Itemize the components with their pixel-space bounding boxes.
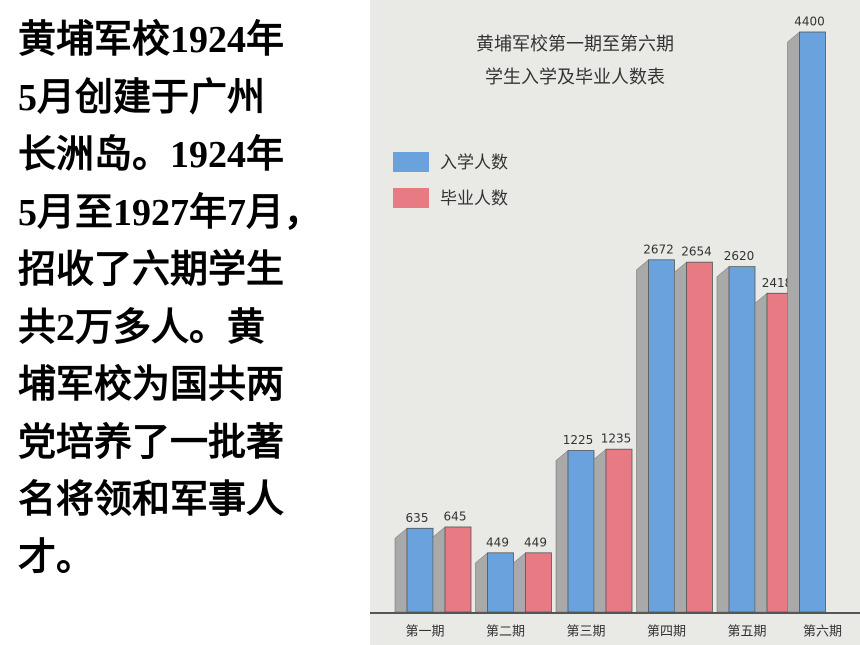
- data-label: 1235: [601, 432, 632, 446]
- bar: [648, 259, 675, 613]
- data-label: 2620: [724, 249, 755, 263]
- text-line: 5月至1927年7月，: [18, 191, 323, 234]
- bar: [406, 527, 434, 613]
- bar-side: [754, 292, 768, 613]
- text-line: 5月创建于广州: [18, 76, 266, 119]
- text-line: 才。: [18, 536, 95, 579]
- data-label: 4400: [794, 15, 825, 29]
- x-tick-label: 第五期: [727, 625, 766, 640]
- data-label: 2672: [643, 242, 674, 256]
- text-line: 埔军校为国共两: [18, 364, 285, 406]
- text-line: 长洲岛。1924年: [18, 134, 285, 176]
- bar: [525, 552, 552, 613]
- x-tick-label: 第一期: [405, 625, 444, 640]
- legend-label: 毕业人数: [440, 189, 508, 209]
- text-line: 共2万多人。黄: [18, 306, 266, 349]
- bar: [686, 261, 713, 613]
- bar: [487, 552, 514, 613]
- bar: [444, 526, 472, 613]
- legend-swatch: [393, 152, 429, 172]
- data-label: 2654: [681, 245, 712, 259]
- data-label: 449: [486, 535, 509, 549]
- bar-side: [593, 448, 607, 613]
- bar-side: [674, 261, 687, 613]
- bar-side: [716, 266, 730, 613]
- bar-side: [394, 527, 408, 613]
- bar: [728, 266, 756, 613]
- data-label: 635: [406, 511, 429, 525]
- data-label: 645: [444, 509, 467, 523]
- chart-title: 学生入学及毕业人数表: [485, 67, 665, 88]
- legend-swatch: [393, 188, 429, 208]
- data-label: 1225: [563, 433, 594, 447]
- x-tick-label: 第二期: [486, 625, 525, 640]
- chart-title: 黄埔军校第一期至第六期: [476, 34, 674, 55]
- bar: [605, 448, 633, 613]
- text-line: 招收了六期学生: [18, 249, 285, 291]
- data-label: 2418: [762, 276, 793, 290]
- text-line: 黄埔军校1924年: [18, 19, 285, 61]
- text-line: 党培养了一批著: [18, 421, 285, 464]
- data-label: 449: [524, 535, 547, 549]
- bar-side: [513, 552, 526, 613]
- text-line: 名将领和军事人: [18, 479, 285, 521]
- x-tick-label: 第六期: [803, 625, 842, 640]
- bar-side: [636, 259, 649, 613]
- bar: [567, 450, 595, 613]
- x-tick-label: 第四期: [647, 625, 686, 640]
- text-panel: 黄埔军校1924年 5月创建于广州 长洲岛。1924年 5月至1927年7月， 招收了六…: [0, 0, 370, 645]
- bar-side: [787, 31, 800, 613]
- bar-side: [475, 552, 488, 613]
- legend-label: 入学人数: [440, 153, 508, 173]
- x-tick-label: 第三期: [566, 625, 605, 640]
- bar: [799, 31, 826, 613]
- bar-side: [432, 526, 446, 613]
- bar-side: [555, 449, 569, 613]
